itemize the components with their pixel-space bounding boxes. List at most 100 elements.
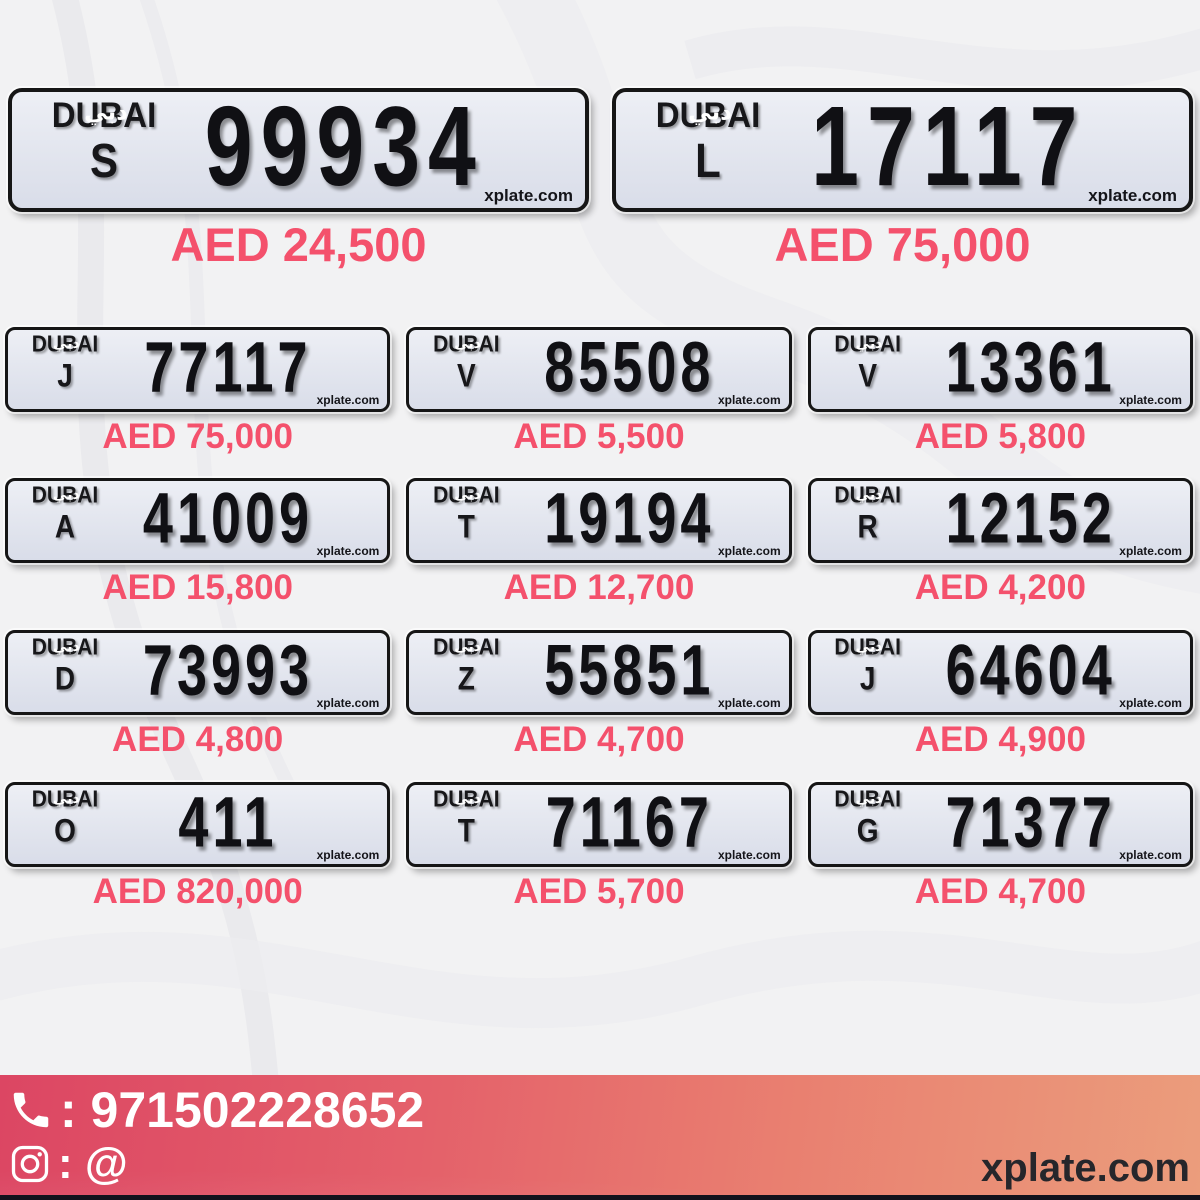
- plate-watermark: xplate.com: [717, 393, 781, 407]
- plate-number: 73993: [142, 630, 314, 710]
- license-plate: DUBAI دبي Z 55851 xplate.com: [406, 630, 792, 715]
- plate-price: AED 4,700: [914, 872, 1086, 911]
- dubai-logo-latin: DUBAI: [834, 483, 901, 508]
- plate-code: J: [859, 660, 876, 697]
- license-plate: DUBAI دبي S 99934 xplate.com: [8, 88, 589, 212]
- plate-grid-row: DUBAI دبي D 73993 xplate.com AED 4,800 D…: [5, 630, 1193, 757]
- plate-number: 85508: [544, 327, 715, 407]
- plate-watermark: xplate.com: [316, 544, 380, 558]
- plate-watermark: xplate.com: [1119, 848, 1182, 862]
- plate-code: O: [54, 812, 76, 849]
- plate-number: 41009: [142, 478, 314, 558]
- plate-price: AED 75,000: [774, 218, 1031, 271]
- dubai-logo-latin: DUBAI: [433, 483, 500, 508]
- plate-watermark: xplate.com: [1119, 544, 1182, 558]
- plate-code: A: [54, 508, 76, 545]
- dubai-logo-latin: DUBAI: [31, 332, 99, 357]
- dubai-logo-latin: DUBAI: [433, 332, 500, 357]
- plate-listing: DUBAI دبي T 71167 xplate.com AED 5,700: [406, 782, 792, 911]
- dubai-logo-latin: DUBAI: [433, 635, 500, 660]
- plate-code: D: [54, 660, 76, 697]
- plate-watermark: xplate.com: [1119, 393, 1182, 407]
- license-plate: DUBAI دبي L 17117 xplate.com: [612, 88, 1193, 212]
- license-plate: DUBAI دبي R 12152 xplate.com: [807, 478, 1193, 563]
- plate-number: 99934: [204, 83, 484, 210]
- dubai-logo-latin: DUBAI: [31, 635, 99, 660]
- plate-code: T: [457, 812, 475, 849]
- site-name: xplate.com: [981, 1146, 1190, 1190]
- plate-listing: DUBAI دبي S 99934 xplate.com AED 24,500: [8, 88, 589, 268]
- plate-watermark: xplate.com: [717, 544, 781, 558]
- phone-icon: [13, 1092, 49, 1128]
- plate-code: S: [89, 133, 118, 188]
- dubai-logo-latin: DUBAI: [834, 635, 901, 660]
- plate-price: AED 4,700: [513, 720, 685, 759]
- plate-grid-row: DUBAI دبي O 411 xplate.com AED 820,000 D…: [5, 782, 1193, 909]
- plate-listing: DUBAI دبي J 77117 xplate.com AED 75,000: [5, 327, 391, 456]
- plate-watermark: xplate.com: [316, 848, 380, 862]
- license-plate: DUBAI دبي J 77117 xplate.com: [5, 327, 391, 412]
- plate-price: AED 24,500: [170, 218, 427, 271]
- plate-price: AED 5,500: [513, 417, 685, 456]
- plate-price: AED 75,000: [102, 417, 293, 456]
- plate-number: 19194: [544, 478, 715, 558]
- plate-number: 71377: [945, 782, 1116, 862]
- plate-price: AED 820,000: [92, 872, 303, 911]
- dubai-logo-latin: DUBAI: [834, 332, 901, 357]
- plate-code: R: [857, 508, 878, 545]
- plate-code: T: [457, 508, 475, 545]
- plate-code: V: [456, 357, 476, 394]
- license-plate: DUBAI دبي A 41009 xplate.com: [5, 478, 391, 563]
- plate-code: L: [695, 133, 721, 188]
- plate-listing: DUBAI دبي A 41009 xplate.com AED 15,800: [5, 478, 391, 605]
- license-plate: DUBAI دبي V 13361 xplate.com: [807, 327, 1193, 412]
- instagram-handle: : @: [58, 1139, 128, 1188]
- phone-number: : 971502228652: [60, 1082, 425, 1138]
- plate-number: 64604: [945, 630, 1116, 710]
- plate-code: Z: [457, 660, 475, 697]
- plate-price: AED 4,900: [914, 720, 1086, 759]
- plate-price: AED 4,800: [112, 720, 284, 759]
- plate-listing: DUBAI دبي O 411 xplate.com AED 820,000: [5, 782, 391, 911]
- license-plate: DUBAI دبي T 71167 xplate.com: [406, 782, 792, 867]
- dubai-logo-latin: DUBAI: [51, 94, 157, 135]
- plate-number: 55851: [544, 630, 715, 710]
- plate-code: J: [57, 357, 73, 394]
- plate-listing: DUBAI دبي V 13361 xplate.com AED 5,800: [807, 327, 1193, 456]
- plate-number: 17117: [811, 83, 1086, 210]
- plate-watermark: xplate.com: [316, 696, 380, 710]
- plate-code: V: [858, 357, 877, 394]
- instagram-icon: [11, 1145, 49, 1183]
- plate-listing: DUBAI دبي R 12152 xplate.com AED 4,200: [807, 478, 1193, 607]
- plate-listing: DUBAI دبي V 85508 xplate.com AED 5,500: [406, 327, 792, 456]
- phone-contact: : 971502228652: [8, 1083, 424, 1137]
- plate-number: 77117: [144, 327, 312, 407]
- dubai-logo-latin: DUBAI: [655, 94, 761, 135]
- license-plate: DUBAI دبي D 73993 xplate.com: [5, 630, 391, 715]
- plate-watermark: xplate.com: [717, 848, 781, 862]
- license-plate: DUBAI دبي G 71377 xplate.com: [807, 782, 1193, 867]
- dubai-logo-latin: DUBAI: [31, 787, 99, 812]
- plate-grid-row: DUBAI دبي J 77117 xplate.com AED 75,000 …: [5, 327, 1193, 454]
- plate-price: AED 5,800: [914, 417, 1086, 456]
- plate-number: 12152: [945, 478, 1116, 558]
- license-plate: DUBAI دبي V 85508 xplate.com: [406, 327, 792, 412]
- license-plate: DUBAI دبي O 411 xplate.com: [5, 782, 391, 867]
- instagram-contact: : @: [8, 1139, 128, 1189]
- plate-price: AED 5,700: [513, 872, 685, 911]
- plate-grid-row: DUBAI دبي A 41009 xplate.com AED 15,800 …: [5, 478, 1193, 605]
- plate-price: AED 4,200: [914, 568, 1086, 607]
- plate-watermark: xplate.com: [1119, 696, 1182, 710]
- plate-watermark: xplate.com: [1088, 186, 1177, 205]
- plate-listing: DUBAI دبي Z 55851 xplate.com AED 4,700: [406, 630, 792, 759]
- plate-listing: DUBAI دبي L 17117 xplate.com AED 75,000: [612, 88, 1193, 268]
- plate-watermark: xplate.com: [316, 393, 380, 407]
- plate-listing: DUBAI دبي J 64604 xplate.com AED 4,900: [807, 630, 1193, 759]
- plate-price: AED 12,700: [503, 568, 695, 607]
- plate-number: 13361: [945, 327, 1116, 407]
- plate-number: 411: [178, 782, 278, 862]
- plate-listing: DUBAI دبي D 73993 xplate.com AED 4,800: [5, 630, 391, 759]
- license-plate: DUBAI دبي T 19194 xplate.com: [406, 478, 792, 563]
- plate-watermark: xplate.com: [717, 696, 781, 710]
